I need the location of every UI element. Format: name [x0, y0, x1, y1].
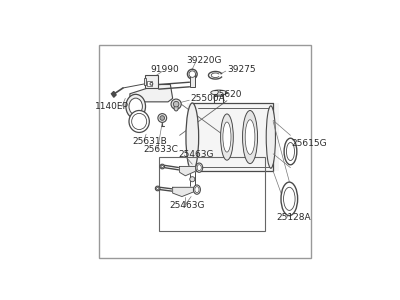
- Ellipse shape: [242, 110, 258, 164]
- Bar: [144, 78, 146, 85]
- Text: 39220G: 39220G: [186, 56, 222, 65]
- Ellipse shape: [160, 116, 164, 120]
- Text: 1140EP: 1140EP: [94, 102, 128, 111]
- Ellipse shape: [197, 165, 201, 171]
- Polygon shape: [130, 85, 173, 102]
- Polygon shape: [180, 167, 196, 176]
- Polygon shape: [112, 92, 116, 97]
- Text: 25620: 25620: [214, 90, 242, 99]
- Ellipse shape: [284, 187, 295, 210]
- Polygon shape: [173, 187, 194, 196]
- Circle shape: [156, 187, 159, 190]
- Ellipse shape: [189, 71, 196, 77]
- Ellipse shape: [126, 94, 146, 118]
- Bar: [186, 103, 279, 171]
- Text: 25463G: 25463G: [169, 201, 205, 210]
- Ellipse shape: [284, 138, 297, 165]
- Ellipse shape: [286, 142, 294, 160]
- Circle shape: [160, 164, 164, 169]
- Ellipse shape: [195, 187, 199, 193]
- Ellipse shape: [132, 113, 147, 130]
- Ellipse shape: [129, 110, 149, 132]
- Text: 25633C: 25633C: [144, 145, 179, 154]
- Text: 25500A: 25500A: [190, 94, 225, 103]
- Text: 25615G: 25615G: [292, 139, 327, 148]
- Ellipse shape: [188, 69, 197, 79]
- Bar: [190, 74, 195, 87]
- Circle shape: [171, 99, 181, 109]
- Circle shape: [173, 101, 179, 107]
- Ellipse shape: [174, 105, 178, 111]
- Text: 91990: 91990: [150, 65, 179, 74]
- Ellipse shape: [281, 182, 298, 216]
- Ellipse shape: [220, 114, 233, 160]
- Bar: [147, 81, 152, 86]
- Bar: [159, 157, 265, 231]
- Ellipse shape: [186, 103, 199, 171]
- Ellipse shape: [158, 114, 167, 122]
- Ellipse shape: [245, 120, 255, 154]
- Bar: [145, 75, 158, 88]
- Circle shape: [150, 82, 153, 85]
- Text: 25463G: 25463G: [178, 151, 214, 160]
- Ellipse shape: [223, 122, 231, 152]
- Text: 25631B: 25631B: [132, 136, 167, 146]
- Text: 39275: 39275: [227, 65, 256, 74]
- Text: 25128A: 25128A: [277, 213, 311, 222]
- Ellipse shape: [211, 90, 227, 95]
- Circle shape: [155, 186, 160, 191]
- Ellipse shape: [266, 106, 276, 168]
- Ellipse shape: [194, 185, 200, 194]
- Ellipse shape: [190, 177, 195, 182]
- Circle shape: [161, 165, 164, 168]
- Ellipse shape: [196, 163, 203, 172]
- Ellipse shape: [129, 98, 142, 115]
